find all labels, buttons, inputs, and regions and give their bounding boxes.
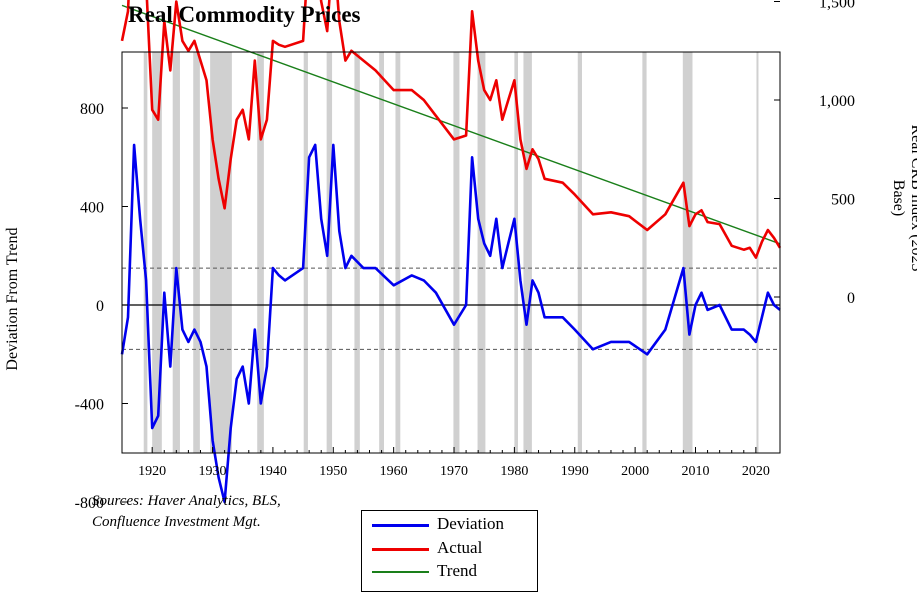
right-tick-label: 500: [831, 192, 855, 209]
legend-swatch-actual: [372, 548, 429, 551]
recession-bar-1: [152, 52, 162, 453]
recession-bar-0: [143, 52, 148, 453]
x-tick-label: 1920: [138, 464, 166, 479]
left-tick-label: 800: [80, 101, 104, 118]
recession-bar-5: [257, 52, 264, 453]
recession-bar-16: [642, 52, 647, 453]
recession-bar-2: [172, 52, 180, 453]
reference-lines: [122, 267, 780, 350]
left-axis-label: Deviation From Trend: [4, 227, 21, 371]
recession-bar-13: [514, 52, 519, 453]
right-axis-label: Real CRB Index (2023 Base): [890, 124, 917, 272]
series-line-actual: [120, 0, 782, 259]
legend-swatch-deviation: [372, 524, 429, 527]
recession-bar-15: [577, 52, 582, 453]
sources-line-2: Confluence Investment Mgt.: [92, 514, 261, 530]
legend-swatch-trend: [372, 571, 429, 573]
series-line-deviation: [120, 143, 781, 504]
legend: Deviation Actual Trend: [361, 510, 538, 592]
recession-bar-14: [523, 52, 532, 453]
recession-bar-6: [303, 52, 308, 453]
x-tick-label: 1960: [380, 464, 408, 479]
x-tick-label: 1980: [500, 464, 528, 479]
recession-bar-4: [210, 52, 232, 453]
x-tick-label: 1950: [319, 464, 347, 479]
recession-bar-7: [326, 52, 333, 453]
recession-shading: [143, 52, 759, 453]
right-tick-label: 1,000: [819, 93, 855, 110]
sources-line-1: Sources: Haver Analytics, BLS,: [92, 493, 281, 509]
legend-label-actual: Actual: [437, 538, 483, 557]
chart-title: Real Commodity Prices: [128, 2, 361, 27]
plot-frame: [121, 51, 781, 454]
recession-bar-3: [193, 52, 200, 453]
left-tick-label: -400: [75, 397, 104, 414]
recession-bar-11: [453, 52, 460, 453]
recession-bar-9: [379, 52, 384, 453]
legend-label-trend: Trend: [437, 561, 477, 580]
x-tick-label: 2010: [681, 464, 709, 479]
x-tick-label: 1940: [259, 464, 287, 479]
x-tick-label: 1990: [561, 464, 589, 479]
x-tick-label: 2000: [621, 464, 649, 479]
x-tick-label: 2020: [742, 464, 770, 479]
left-tick-label: 400: [80, 200, 104, 217]
recession-bar-10: [395, 52, 401, 453]
right-tick-label: 0: [847, 290, 855, 307]
sources-note: Sources: Haver Analytics, BLS, Confluenc…: [92, 491, 281, 533]
series-lines: [120, 0, 782, 504]
legend-label-deviation: Deviation: [437, 514, 505, 533]
x-tick-label: 1970: [440, 464, 468, 479]
recession-bar-12: [477, 52, 486, 453]
recession-bar-17: [682, 52, 693, 453]
left-tick-label: 0: [96, 298, 104, 315]
right-tick-label: 1,500: [819, 0, 855, 12]
x-tick-label: 1930: [199, 464, 227, 479]
recession-bar-8: [354, 52, 360, 453]
x-axis: 1920 1930 1940 1950 1960 1970 1980 1990 2000 2010…: [138, 447, 770, 479]
left-tick-label: -800: [75, 495, 104, 512]
